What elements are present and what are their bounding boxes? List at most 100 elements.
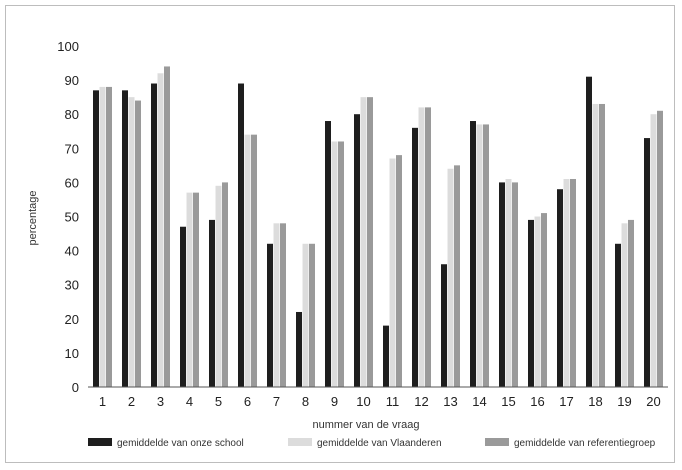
bar-q3-series-1 bbox=[151, 83, 157, 387]
bar-q1-series-1 bbox=[93, 90, 99, 387]
bars bbox=[93, 66, 663, 388]
legend-label-2: gemiddelde van Vlaanderen bbox=[317, 438, 442, 449]
bar-q6-series-2 bbox=[244, 134, 251, 387]
bar-q8-series-2 bbox=[302, 243, 309, 387]
bar-q5-series-1 bbox=[209, 219, 215, 387]
bar-q18-series-2 bbox=[592, 103, 599, 387]
bar-q1-series-3 bbox=[106, 86, 112, 388]
y-tick-label: 50 bbox=[65, 210, 79, 225]
x-tick-label: 9 bbox=[331, 394, 338, 409]
bar-q6-series-3 bbox=[251, 134, 257, 387]
x-tick-label: 6 bbox=[244, 394, 251, 409]
x-tick-label: 16 bbox=[530, 394, 544, 409]
x-tick-label: 11 bbox=[386, 394, 400, 409]
legend-swatch-3 bbox=[485, 438, 509, 446]
x-tick-label: 17 bbox=[559, 394, 573, 409]
bar-q2-series-1 bbox=[122, 90, 128, 387]
bar-q8-series-3 bbox=[309, 243, 315, 387]
x-tick-label: 7 bbox=[273, 394, 280, 409]
bar-q3-series-2 bbox=[157, 73, 164, 387]
x-tick-label: 4 bbox=[186, 394, 193, 409]
bar-q15-series-1 bbox=[499, 182, 505, 387]
x-tick-label: 8 bbox=[302, 394, 309, 409]
y-tick-label: 40 bbox=[65, 244, 79, 259]
x-tick-label: 19 bbox=[617, 394, 631, 409]
bar-q17-series-3 bbox=[570, 178, 576, 387]
bar-q20-series-2 bbox=[650, 114, 657, 387]
x-tick-label: 1 bbox=[99, 394, 106, 409]
bar-q1-series-2 bbox=[99, 86, 106, 388]
y-tick-label: 60 bbox=[65, 175, 79, 190]
bar-q12-series-2 bbox=[418, 107, 425, 387]
bar-q11-series-3 bbox=[396, 155, 402, 387]
bar-q9-series-2 bbox=[331, 141, 338, 387]
bar-q10-series-2 bbox=[360, 97, 367, 388]
bar-q7-series-1 bbox=[267, 243, 273, 387]
bar-q17-series-1 bbox=[557, 189, 563, 387]
y-tick-label: 20 bbox=[65, 312, 79, 327]
x-tick-label: 14 bbox=[472, 394, 486, 409]
x-tick-label: 5 bbox=[215, 394, 222, 409]
y-tick-label: 10 bbox=[65, 346, 79, 361]
bar-q20-series-1 bbox=[644, 138, 650, 387]
bar-q12-series-1 bbox=[412, 127, 418, 387]
bar-q11-series-2 bbox=[389, 158, 396, 387]
bar-q7-series-3 bbox=[280, 223, 286, 387]
bar-q2-series-2 bbox=[128, 97, 135, 388]
x-tick-label: 2 bbox=[128, 394, 135, 409]
bar-q6-series-1 bbox=[238, 83, 244, 387]
y-tick-label: 30 bbox=[65, 278, 79, 293]
y-tick-label: 90 bbox=[65, 73, 79, 88]
legend-label-1: gemiddelde van onze school bbox=[117, 438, 244, 449]
bar-q12-series-3 bbox=[425, 107, 431, 387]
x-tick-label: 3 bbox=[157, 394, 164, 409]
bar-q18-series-3 bbox=[599, 103, 605, 387]
legend-swatch-1 bbox=[88, 438, 112, 446]
bar-q19-series-2 bbox=[621, 223, 628, 387]
x-tick-label: 18 bbox=[588, 394, 602, 409]
bar-q15-series-2 bbox=[505, 178, 512, 387]
bar-q16-series-2 bbox=[534, 216, 541, 387]
bar-q14-series-3 bbox=[483, 124, 489, 388]
y-tick-label: 70 bbox=[65, 141, 79, 156]
y-tick-label: 100 bbox=[57, 39, 79, 54]
y-tick-label: 80 bbox=[65, 107, 79, 122]
bar-q9-series-1 bbox=[325, 121, 331, 388]
bar-q16-series-3 bbox=[541, 213, 547, 387]
bar-q4-series-2 bbox=[186, 192, 193, 387]
legend-swatch-2 bbox=[288, 438, 312, 446]
bar-q19-series-1 bbox=[615, 243, 621, 387]
x-tick-label: 12 bbox=[414, 394, 428, 409]
bar-q8-series-1 bbox=[296, 311, 302, 387]
y-tick-label: 0 bbox=[72, 380, 79, 395]
bar-q17-series-2 bbox=[563, 178, 570, 387]
bar-q20-series-3 bbox=[657, 110, 663, 387]
x-tick-label: 20 bbox=[646, 394, 660, 409]
bar-q4-series-1 bbox=[180, 226, 186, 387]
bar-q18-series-1 bbox=[586, 76, 592, 387]
bar-q13-series-2 bbox=[447, 168, 454, 387]
bar-q14-series-2 bbox=[476, 124, 483, 388]
bar-q19-series-3 bbox=[628, 219, 634, 387]
bar-q2-series-3 bbox=[135, 100, 141, 387]
x-tick-label: 10 bbox=[356, 394, 370, 409]
bar-q13-series-3 bbox=[454, 165, 460, 387]
bar-q7-series-2 bbox=[273, 223, 280, 387]
y-axis-label: percentage bbox=[27, 190, 39, 245]
bar-q10-series-1 bbox=[354, 114, 360, 387]
x-tick-label: 13 bbox=[443, 394, 457, 409]
bar-q5-series-2 bbox=[215, 185, 222, 387]
x-axis-label: nummer van de vraag bbox=[313, 419, 420, 431]
bar-q5-series-3 bbox=[222, 182, 228, 387]
bar-q14-series-1 bbox=[470, 121, 476, 388]
y-axis: 0 10 20 30 40 50 60 70 80 90 100 bbox=[57, 39, 79, 395]
x-axis: 1 2 3 4 5 6 7 8 9 10 11 12 13 14 15 16 17 18 19 20 bbox=[99, 394, 661, 409]
legend: gemiddelde van onze school gemiddelde van… bbox=[88, 438, 656, 449]
legend-label-3: gemiddelde van referentiegroep bbox=[514, 438, 656, 449]
bar-q11-series-1 bbox=[383, 325, 389, 387]
x-tick-label: 15 bbox=[501, 394, 515, 409]
bar-q3-series-3 bbox=[164, 66, 170, 388]
bar-q15-series-3 bbox=[512, 182, 518, 387]
bar-q16-series-1 bbox=[528, 219, 534, 387]
bar-q10-series-3 bbox=[367, 97, 373, 388]
